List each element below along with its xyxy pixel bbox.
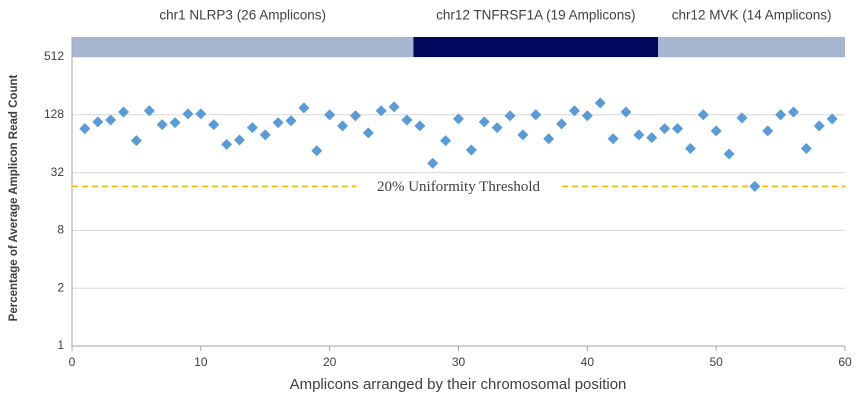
data-point	[298, 102, 310, 114]
data-point	[697, 109, 709, 121]
data-point	[388, 101, 400, 113]
threshold-label: 20% Uniformity Threshold	[377, 179, 541, 195]
region-label: chr12 MVK (14 Amplicons)	[672, 8, 832, 23]
data-point	[453, 113, 464, 125]
data-point	[143, 105, 155, 117]
data-point	[259, 129, 271, 141]
data-point	[195, 108, 207, 120]
region-band	[72, 37, 414, 57]
data-point	[530, 109, 542, 121]
data-point	[787, 106, 799, 118]
data-point	[620, 106, 632, 118]
y-tick-label: 128	[44, 107, 64, 121]
data-point	[607, 133, 619, 145]
data-point	[130, 135, 142, 147]
data-point	[659, 123, 671, 135]
data-point	[337, 120, 349, 132]
region-label: chr12 TNFRSF1A (19 Amplicons)	[436, 8, 635, 23]
data-point	[826, 113, 838, 125]
data-point	[221, 138, 233, 150]
threshold-label-bg	[356, 177, 561, 196]
x-tick-label: 40	[581, 355, 595, 369]
data-point	[427, 157, 439, 169]
data-point	[440, 135, 452, 147]
x-tick-label: 50	[709, 355, 723, 369]
data-point	[375, 105, 387, 117]
data-point	[556, 118, 568, 130]
y-axis-title: Percentage of Average Amplicon Read Coun…	[8, 75, 20, 322]
data-point	[684, 143, 696, 155]
data-point	[246, 122, 258, 134]
data-point	[208, 119, 220, 131]
region-label: chr1 NLRP3 (26 Amplicons)	[159, 8, 326, 23]
x-tick-label: 10	[194, 355, 208, 369]
data-point	[646, 132, 658, 144]
data-point	[465, 144, 477, 156]
data-point	[672, 123, 684, 135]
data-point	[800, 143, 812, 155]
data-point	[543, 133, 555, 145]
y-tick-label: 512	[44, 49, 64, 63]
data-point	[285, 115, 297, 127]
data-point	[723, 148, 735, 160]
data-point	[749, 180, 761, 192]
data-point	[736, 112, 748, 124]
data-point	[311, 145, 323, 157]
data-point	[233, 134, 245, 146]
data-point	[775, 109, 787, 121]
data-point	[401, 114, 413, 126]
data-point	[478, 116, 490, 128]
x-axis-title: Amplicons arranged by their chromosomal …	[290, 376, 627, 393]
data-point	[710, 125, 722, 137]
region-band	[658, 37, 845, 57]
data-point	[272, 117, 284, 129]
data-point	[504, 110, 516, 122]
y-tick-label: 32	[51, 165, 65, 179]
data-point	[594, 97, 606, 109]
data-point	[414, 120, 426, 132]
y-tick-label: 8	[57, 223, 64, 237]
x-tick-label: 60	[838, 355, 852, 369]
data-point	[349, 110, 361, 122]
data-point	[169, 117, 181, 129]
region-band	[413, 37, 659, 57]
data-point	[762, 125, 774, 137]
data-point	[92, 116, 104, 128]
data-point	[79, 123, 91, 135]
y-tick-label: 1	[57, 338, 64, 352]
y-tick-label: 2	[57, 280, 64, 294]
data-point	[118, 106, 130, 118]
data-point	[581, 110, 593, 122]
data-point	[813, 120, 825, 132]
data-point	[517, 129, 529, 141]
data-point	[633, 129, 645, 141]
data-point	[324, 109, 336, 121]
data-point	[105, 114, 117, 126]
data-point	[156, 119, 168, 131]
data-point	[568, 105, 580, 117]
data-point	[362, 127, 374, 139]
data-point	[491, 122, 503, 134]
x-tick-label: 30	[452, 355, 466, 369]
x-tick-label: 20	[323, 355, 337, 369]
data-point	[182, 108, 194, 120]
x-tick-label: 0	[69, 355, 76, 369]
